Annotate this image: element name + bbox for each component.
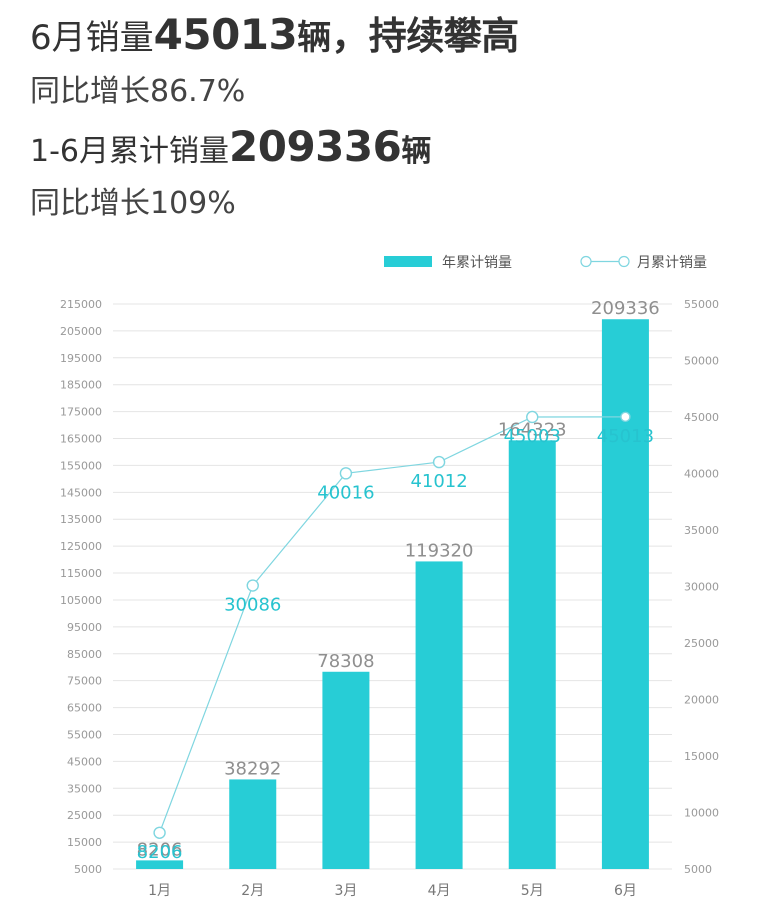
- right-tick-label: 30000: [684, 581, 719, 594]
- line-labels: 8206 30086 40016 41012 45003 45013: [137, 426, 654, 863]
- bar-value-label: 38292: [224, 758, 281, 779]
- bar-value-label: 78308: [317, 651, 374, 672]
- left-tick-label: 45000: [67, 755, 102, 768]
- line-point: [526, 410, 539, 424]
- line-point: [153, 826, 166, 839]
- line-value-label: 45003: [504, 426, 561, 447]
- bar: [322, 671, 370, 869]
- headline-june-unit: 辆: [297, 18, 332, 58]
- headline-june-growth: 同比增长86.7%: [30, 74, 246, 109]
- bar-value-label: 119320: [405, 540, 474, 561]
- right-tick-label: 15000: [684, 750, 719, 763]
- legend-bar-swatch: [384, 256, 432, 267]
- left-tick-label: 205000: [60, 325, 102, 338]
- left-tick-label: 155000: [60, 459, 102, 472]
- category-label: 2月: [241, 883, 264, 899]
- category-label: 6月: [614, 883, 637, 899]
- right-tick-label: 5000: [684, 863, 712, 876]
- headline-cumulative-value: 209336: [229, 122, 402, 171]
- left-tick-label: 185000: [60, 379, 102, 392]
- line-value-label: 41012: [410, 471, 467, 492]
- left-tick-label: 105000: [60, 594, 102, 607]
- legend: 年累计销量 月累计销量: [384, 255, 707, 271]
- headline-cumulative-sales: 1-6月累计销量209336辆: [30, 124, 431, 175]
- right-tick-label: 50000: [684, 355, 719, 368]
- headline-june-prefix: 6月销量: [30, 18, 154, 58]
- left-tick-label: 165000: [60, 433, 102, 446]
- right-axis-ticks: 5000 10000 15000 20000 25000 30000 35000 40000 4…: [684, 298, 719, 876]
- left-tick-label: 145000: [60, 486, 102, 499]
- bar: [229, 779, 277, 869]
- left-tick-label: 5000: [74, 863, 102, 876]
- line-value-label: 45013: [597, 426, 654, 447]
- headline-june-value: 45013: [153, 10, 298, 59]
- right-tick-label: 20000: [684, 694, 719, 707]
- bar-labels: 8206 38292 78308 119320 164323 209336: [137, 298, 660, 860]
- bar: [136, 860, 184, 869]
- line-value-label: 8206: [137, 842, 183, 863]
- category-label: 4月: [428, 883, 451, 899]
- left-tick-label: 55000: [67, 728, 102, 741]
- left-tick-label: 175000: [60, 406, 102, 419]
- sales-chart: 年累计销量 月累计销量 5000 15000 25000 35000 45000 5500…: [60, 255, 719, 899]
- right-tick-label: 25000: [684, 637, 719, 650]
- left-tick-label: 25000: [67, 809, 102, 822]
- gridlines: [113, 303, 672, 870]
- legend-line-marker-left: [580, 255, 592, 268]
- left-tick-label: 115000: [60, 567, 102, 580]
- bar: [415, 561, 463, 869]
- left-tick-label: 135000: [60, 513, 102, 526]
- left-tick-label: 15000: [67, 836, 102, 849]
- line-value-label: 30086: [224, 595, 281, 616]
- right-tick-label: 40000: [684, 468, 719, 481]
- right-tick-label: 10000: [684, 807, 719, 820]
- line-point: [339, 467, 353, 480]
- headline-cumulative-unit: 辆: [401, 134, 432, 169]
- bar: [508, 440, 556, 869]
- right-tick-label: 45000: [684, 411, 719, 424]
- left-tick-label: 35000: [67, 782, 102, 795]
- headline-june-sales: 6月销量45013辆，持续攀高: [30, 12, 519, 61]
- bar-value-label: 164323: [498, 419, 567, 440]
- left-tick-label: 195000: [60, 352, 102, 365]
- left-tick-label: 215000: [60, 298, 102, 311]
- category-label: 3月: [334, 883, 357, 899]
- line-point: [432, 455, 446, 469]
- left-tick-label: 95000: [67, 621, 102, 634]
- bar-value-label: 8206: [137, 839, 183, 860]
- line-point: [246, 579, 259, 592]
- headline-cumulative-prefix: 1-6月累计销量: [30, 134, 229, 169]
- line-value-label: 40016: [317, 482, 374, 503]
- left-tick-label: 65000: [67, 702, 102, 715]
- line-point: [620, 411, 631, 423]
- right-tick-label: 35000: [684, 524, 719, 537]
- right-tick-label: 55000: [684, 298, 719, 311]
- headline-cumulative-growth: 同比增长109%: [30, 186, 236, 221]
- left-tick-label: 75000: [67, 675, 102, 688]
- legend-bar-label: 年累计销量: [442, 255, 512, 271]
- line-series: [153, 410, 631, 839]
- category-label: 1月: [148, 883, 171, 899]
- legend-line-marker-right: [618, 255, 630, 268]
- category-label: 5月: [521, 883, 544, 899]
- left-tick-label: 125000: [60, 540, 102, 553]
- category-axis: 1月 2月 3月 4月 5月 6月: [148, 883, 637, 899]
- line-path: [159, 416, 626, 833]
- bar: [601, 319, 649, 869]
- legend-line-label: 月累计销量: [637, 255, 707, 271]
- headline-june-suffix: ，持续攀高: [331, 14, 519, 58]
- bar-value-label: 209336: [591, 298, 660, 319]
- left-tick-label: 85000: [67, 648, 102, 661]
- bar-series: [136, 319, 649, 869]
- left-axis-ticks: 5000 15000 25000 35000 45000 55000 65000 75000 8…: [60, 298, 102, 876]
